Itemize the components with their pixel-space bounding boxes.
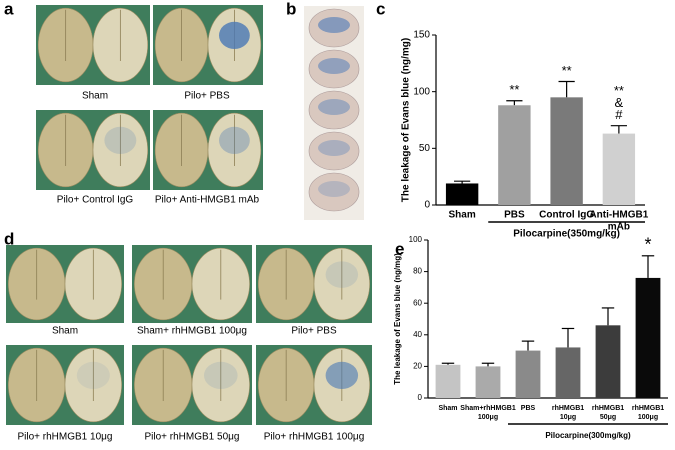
x-tick-label: Sham+rhHMGB1 <box>460 405 516 412</box>
significance-mark: * <box>644 235 651 255</box>
y-tick-label: 60 <box>413 298 422 307</box>
evans-blue <box>76 361 110 389</box>
y-axis-label: The leakage of Evans blue (ng/mg) <box>401 38 412 202</box>
brain-slice <box>308 49 360 89</box>
y-tick-label: 0 <box>418 393 423 402</box>
y-tick-label: 0 <box>424 200 430 211</box>
evans-blue <box>219 126 250 154</box>
evans-blue <box>318 17 350 33</box>
evans-blue <box>318 99 350 115</box>
group-label: Pilocarpine(350mg/kg) <box>513 229 620 240</box>
brain-slice <box>308 172 360 212</box>
bar <box>555 347 581 398</box>
evans-blue <box>104 126 137 154</box>
evans-blue <box>318 140 350 156</box>
x-tick-label: 100μg <box>478 414 498 421</box>
significance-mark: # <box>615 107 623 122</box>
y-tick-label: 150 <box>413 30 430 41</box>
y-tick-label: 20 <box>413 362 422 371</box>
x-tick-label: 10μg <box>560 414 576 421</box>
x-tick-label: 50μg <box>600 414 616 421</box>
bar <box>498 105 531 205</box>
evans-blue <box>318 181 350 197</box>
caption: Sham+ rhHMGB1 100μg <box>137 326 247 337</box>
caption: Sham <box>52 326 78 337</box>
x-tick-label: rhHMGB1 <box>552 405 584 412</box>
brain-slice <box>308 90 360 130</box>
evans-blue <box>325 261 359 288</box>
y-tick-label: 100 <box>409 235 423 244</box>
x-tick-label: 100μg <box>638 414 658 421</box>
significance-mark: ** <box>614 83 624 98</box>
panel-label: e <box>395 239 404 258</box>
evans-blue <box>204 361 238 389</box>
bar <box>445 183 479 205</box>
panel-label: b <box>286 0 296 18</box>
bar <box>475 366 501 398</box>
group-label: Pilocarpine(300mg/kg) <box>545 431 631 440</box>
x-tick-label: rhHMGB1 <box>632 405 664 412</box>
x-tick-label: Anti-HMGB1 <box>589 210 648 221</box>
bar <box>550 97 583 205</box>
x-tick-label: PBS <box>521 405 536 412</box>
caption: Pilo+ rhHMGB1 50μg <box>145 432 240 443</box>
significance-mark: & <box>615 95 624 110</box>
evans-blue <box>219 21 250 49</box>
caption: Pilo+ Control IgG <box>57 195 134 206</box>
x-tick-label: Sham <box>449 210 476 221</box>
panel-label: d <box>4 229 14 248</box>
x-tick-label: Sham <box>438 405 457 412</box>
bar <box>515 350 541 398</box>
panel-label: a <box>4 0 14 18</box>
evans-blue <box>325 361 359 389</box>
caption: Sham <box>82 91 108 102</box>
significance-mark: ** <box>562 63 572 78</box>
y-tick-label: 40 <box>413 330 422 339</box>
x-tick-label: rhHMGB1 <box>592 405 624 412</box>
y-tick-label: 50 <box>419 143 431 154</box>
bar <box>635 277 661 398</box>
evans-blue <box>318 58 350 74</box>
bar <box>595 325 621 398</box>
brain-slice <box>308 131 360 171</box>
y-axis-label: The leakage of Evans blue (ng/mg) <box>393 253 402 385</box>
caption: Pilo+ PBS <box>184 91 230 102</box>
bar <box>602 133 636 205</box>
caption: Pilo+ rhHMGB1 10μg <box>18 432 113 443</box>
caption: Pilo+ PBS <box>291 326 337 337</box>
x-tick-label: mAb <box>608 222 630 233</box>
bar <box>435 364 461 398</box>
panel-label: c <box>376 0 385 18</box>
significance-mark: ** <box>509 82 519 97</box>
caption: Pilo+ rhHMGB1 100μg <box>264 432 365 443</box>
x-tick-label: Control IgG <box>539 210 594 221</box>
y-tick-label: 100 <box>413 86 430 97</box>
y-tick-label: 80 <box>413 267 422 276</box>
x-tick-label: PBS <box>504 210 525 221</box>
caption: Pilo+ Anti-HMGB1 mAb <box>155 195 260 206</box>
